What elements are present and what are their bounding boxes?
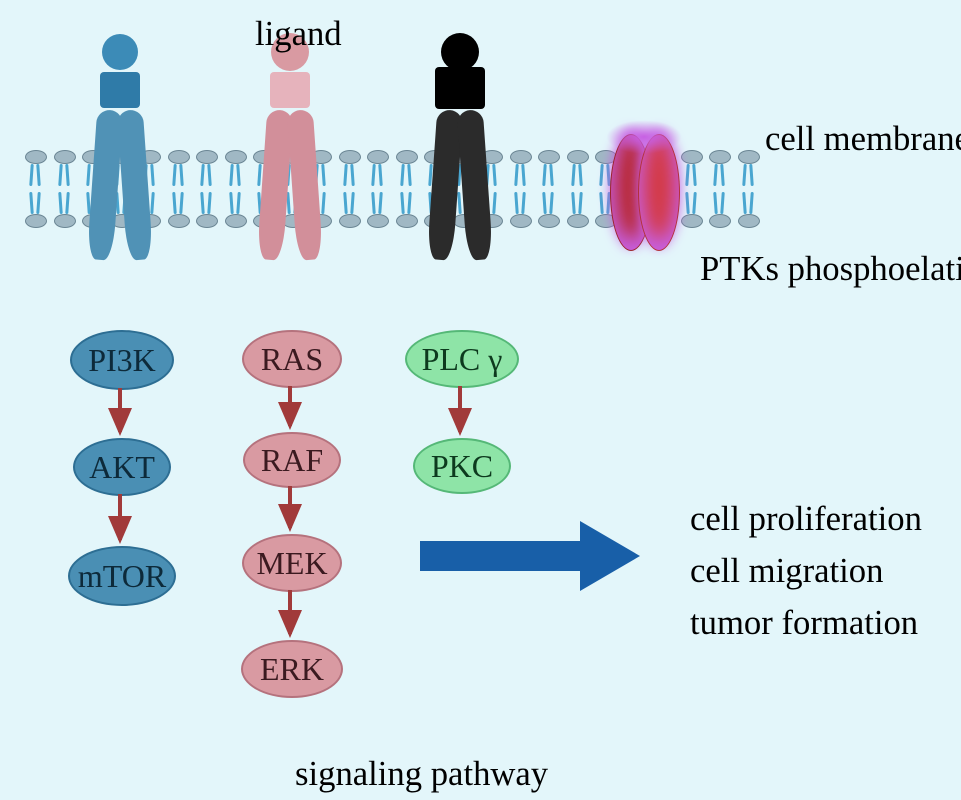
outcome-item: cell migration [690, 552, 883, 591]
lipid [738, 150, 760, 228]
receptor-head [270, 72, 310, 108]
node-erk: ERK [241, 640, 343, 698]
lipid [681, 150, 703, 228]
lipid [196, 150, 218, 228]
node-mtor: mTOR [68, 546, 176, 606]
outcome-item: cell proliferation [690, 500, 922, 539]
receptor-glow [606, 120, 682, 154]
receptor-black [400, 30, 520, 280]
lipid [367, 150, 389, 228]
outcome-item: tumor formation [690, 604, 918, 643]
receptor-leg [457, 109, 493, 260]
node-pkc: PKC [413, 438, 511, 494]
node-pi3k: PI3K [70, 330, 174, 390]
ligand-label: ligand [255, 15, 342, 54]
receptor-leg [287, 109, 323, 260]
receptor-pink [230, 30, 350, 280]
lipid [25, 150, 47, 228]
receptor-leg [117, 109, 153, 260]
cell-membrane-label: cell membrane [765, 120, 961, 159]
node-plcg: PLC γ [405, 330, 519, 388]
signaling-pathway-label: signaling pathway [295, 755, 548, 794]
receptor-head [100, 72, 140, 108]
ligand-icon [441, 33, 479, 71]
node-mek: MEK [242, 534, 342, 592]
node-akt: AKT [73, 438, 171, 496]
receptor-blue [60, 30, 180, 280]
lipid [538, 150, 560, 228]
node-raf: RAF [243, 432, 341, 488]
diagram-canvas: ligand cell membrane PTKs phosphoelation… [0, 0, 961, 800]
lipid [567, 150, 589, 228]
node-ras: RAS [242, 330, 342, 388]
ptks-label: PTKs phosphoelation [700, 250, 961, 289]
ligand-icon [102, 34, 138, 70]
receptor-head [435, 67, 485, 109]
lipid [709, 150, 731, 228]
